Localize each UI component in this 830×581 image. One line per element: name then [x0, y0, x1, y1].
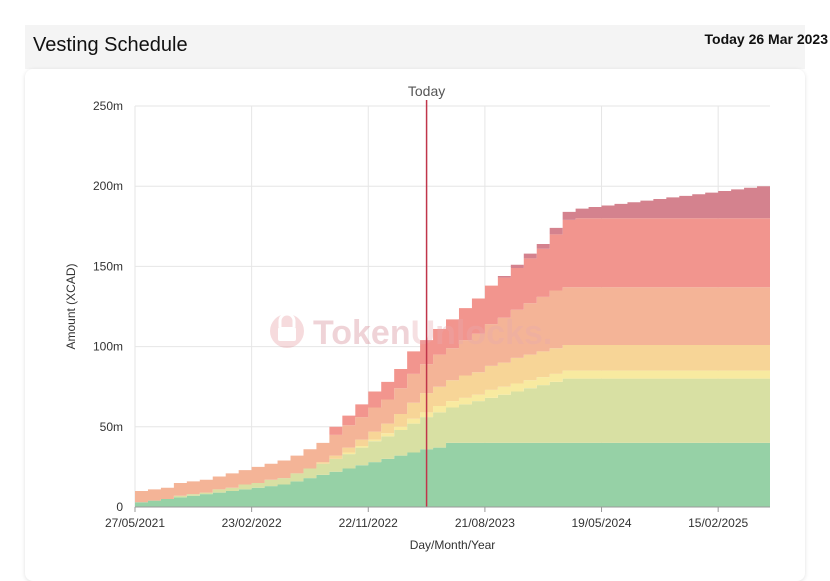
- x-axis-title: Day/Month/Year: [410, 538, 496, 552]
- x-tick-label: 19/05/2024: [571, 516, 631, 530]
- y-tick-label: 200m: [93, 179, 123, 193]
- watermark-text-primary: Token: [313, 314, 411, 352]
- x-tick-label: 22/11/2022: [339, 516, 398, 530]
- y-tick-label: 150m: [93, 259, 123, 273]
- series-area-1: [135, 442, 770, 507]
- today-date-label: Today 26 Mar 2023: [704, 31, 828, 47]
- x-tick-label: 23/02/2022: [222, 516, 282, 530]
- y-tick-label: 100m: [93, 340, 123, 354]
- y-tick-label: 50m: [100, 420, 123, 434]
- svg-text:TokenUnlocks.: TokenUnlocks.: [313, 314, 552, 352]
- axis-layer: 0 50m 100m 150m 200m 250m 27/05/2021 23/02/2022…: [64, 99, 770, 552]
- area-layer: [135, 186, 770, 507]
- watermark: TokenUnlocks.: [270, 312, 552, 352]
- series-area-5: [135, 287, 770, 503]
- x-tick-label: 21/08/2023: [455, 516, 515, 530]
- y-tick-label: 250m: [93, 99, 123, 113]
- today-marker: Today: [408, 83, 445, 507]
- x-tick-label: 15/02/2025: [688, 516, 748, 530]
- y-axis-title: Amount (XCAD): [64, 263, 78, 349]
- x-tick-label: 27/05/2021: [105, 516, 165, 530]
- series-area-4: [135, 344, 770, 503]
- vesting-chart: TokenUnlocks. Today 0 50m 100m 150m 200m 250m…: [64, 83, 770, 552]
- watermark-text-secondary: Unlocks.: [411, 314, 553, 352]
- series-area-2: [135, 378, 770, 503]
- series-area-7: [135, 186, 770, 491]
- today-label: Today: [408, 83, 445, 99]
- page-title: Vesting Schedule: [33, 34, 188, 56]
- chart-card: TokenUnlocks. Today 0 50m 100m 150m 200m 250m…: [25, 69, 805, 581]
- header-bar: Vesting Schedule Today 26 Mar 2023: [25, 25, 828, 69]
- series-area-6: [135, 218, 770, 491]
- lock-icon: [270, 312, 304, 348]
- y-tick-label: 0: [116, 500, 123, 514]
